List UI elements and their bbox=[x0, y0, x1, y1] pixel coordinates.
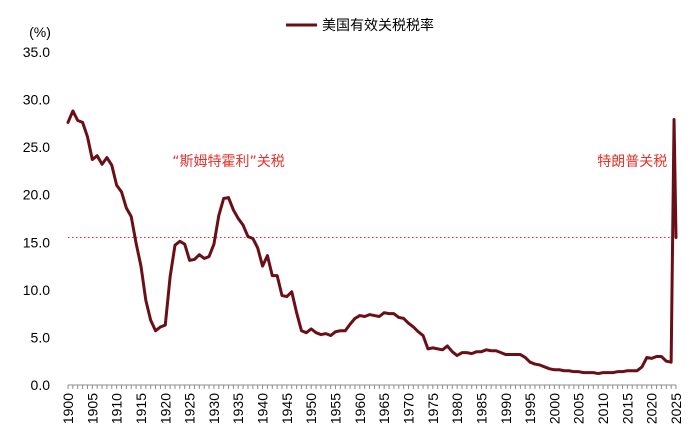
x-tick-label: 1935 bbox=[230, 393, 246, 424]
x-tick-label: 1995 bbox=[522, 393, 538, 424]
x-tick-label: 1990 bbox=[498, 393, 514, 424]
x-axis: 1900 1905 1910 1915 1920 1925 1930 1935 1940 1945… bbox=[60, 384, 684, 424]
x-tick-label: 1910 bbox=[109, 393, 125, 424]
x-tick-label: 1920 bbox=[157, 393, 173, 424]
y-tick-label: 0.0 bbox=[31, 377, 51, 393]
annotation-label: 特朗普关税 bbox=[597, 154, 667, 170]
x-tick-label: 2025 bbox=[668, 393, 684, 424]
x-tick-label: 1985 bbox=[473, 393, 489, 424]
x-tick-label: 2020 bbox=[644, 393, 660, 424]
series-line-effective-tariff bbox=[66, 109, 678, 376]
y-tick-label: 15.0 bbox=[23, 234, 50, 250]
x-tick-label: 2000 bbox=[546, 393, 562, 424]
y-tick-label: 5.0 bbox=[31, 329, 51, 345]
x-tick-label: 2005 bbox=[571, 393, 587, 424]
x-tick-label: 1905 bbox=[84, 393, 100, 424]
x-tick-label: 1930 bbox=[206, 393, 222, 424]
x-tick-label: 1945 bbox=[279, 393, 295, 424]
y-tick-label: 20.0 bbox=[23, 187, 50, 203]
x-tick-label: 1950 bbox=[303, 393, 319, 424]
y-tick-label: 10.0 bbox=[23, 282, 50, 298]
x-tick-label: 1970 bbox=[400, 393, 416, 424]
y-tick-label: 25.0 bbox=[23, 139, 50, 155]
x-tick-label: 2010 bbox=[595, 393, 611, 424]
x-tick-label: 2015 bbox=[619, 393, 635, 424]
legend: 美国有效关税税率 bbox=[286, 17, 434, 34]
annotations: “斯姆特霍利”关税 特朗普关税 bbox=[172, 154, 667, 170]
x-tick-label: 1915 bbox=[133, 393, 149, 424]
x-tick-label: 1900 bbox=[60, 393, 76, 424]
legend-label: 美国有效关税税率 bbox=[322, 17, 434, 34]
x-tick-label: 1960 bbox=[352, 393, 368, 424]
x-tick-label: 1955 bbox=[328, 393, 344, 424]
annotation-label: “斯姆特霍利”关税 bbox=[172, 154, 285, 170]
x-tick-label: 1975 bbox=[425, 393, 441, 424]
x-tick-label: 1965 bbox=[376, 393, 392, 424]
y-tick-label: 35.0 bbox=[23, 44, 50, 60]
y-axis-ticks: 0.0 5.0 10.0 15.0 20.0 25.0 30.0 35.0 bbox=[23, 44, 50, 393]
x-tick-label: 1925 bbox=[182, 393, 198, 424]
x-tick-label: 1940 bbox=[255, 393, 271, 424]
y-unit-label: (%) bbox=[29, 24, 51, 40]
x-tick-label: 1980 bbox=[449, 393, 465, 424]
y-tick-label: 30.0 bbox=[23, 92, 50, 108]
